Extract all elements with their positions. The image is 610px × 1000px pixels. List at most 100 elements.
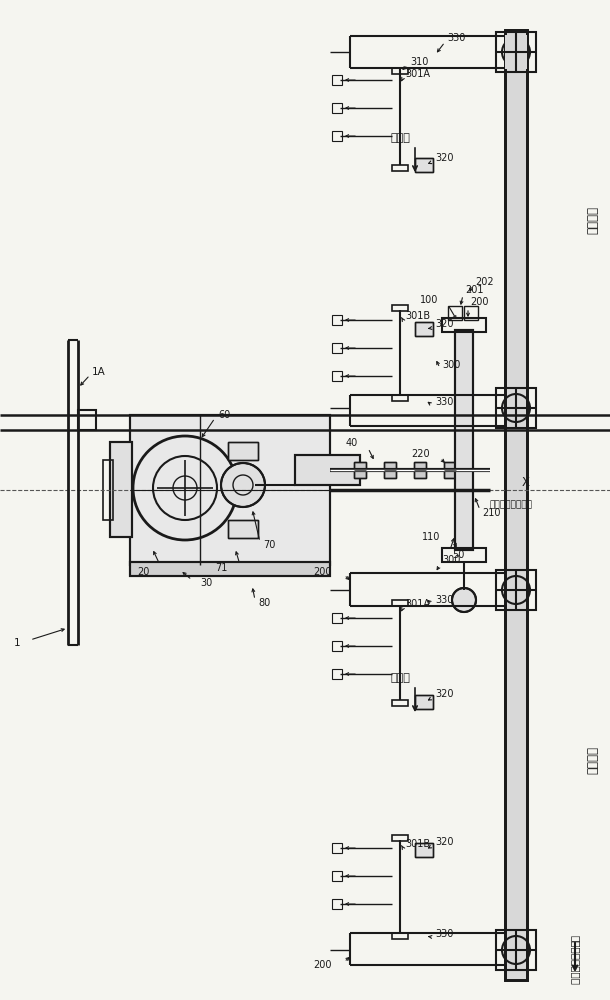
Bar <box>505 35 527 69</box>
Bar <box>442 318 486 332</box>
Text: 330: 330 <box>435 595 453 605</box>
Text: 200: 200 <box>314 960 332 970</box>
Bar <box>130 562 330 576</box>
Bar <box>415 843 433 857</box>
Text: 退避位置: 退避位置 <box>586 746 600 774</box>
Text: 202: 202 <box>475 277 493 287</box>
Bar <box>415 843 433 857</box>
Bar <box>332 131 342 141</box>
Bar <box>444 462 456 478</box>
Bar <box>392 165 408 171</box>
Bar <box>332 669 342 679</box>
Bar <box>103 460 113 520</box>
Bar <box>332 871 342 881</box>
Text: 70: 70 <box>263 540 275 550</box>
Bar <box>295 455 360 485</box>
Bar <box>332 343 342 353</box>
Text: 220: 220 <box>411 449 430 459</box>
Bar <box>130 415 330 565</box>
Bar <box>332 315 342 325</box>
Text: 200: 200 <box>314 567 332 577</box>
Bar <box>110 442 132 537</box>
Bar <box>332 75 342 85</box>
Text: 200: 200 <box>470 297 489 307</box>
Bar <box>442 548 486 562</box>
Bar <box>464 306 478 320</box>
Text: 可滑动: 可滑动 <box>390 673 410 683</box>
Bar <box>415 158 433 172</box>
Bar <box>332 641 342 651</box>
Text: 50: 50 <box>452 550 464 560</box>
Bar <box>415 322 433 336</box>
Bar <box>228 442 258 460</box>
Text: 100: 100 <box>420 295 438 305</box>
Text: 300: 300 <box>442 360 461 370</box>
Bar <box>228 520 258 538</box>
Bar <box>392 68 408 74</box>
Text: 330: 330 <box>435 929 453 939</box>
Bar <box>228 520 258 538</box>
Text: 30: 30 <box>200 578 212 588</box>
Bar <box>414 462 426 478</box>
Bar <box>496 570 536 610</box>
Bar <box>332 371 342 381</box>
Bar <box>332 843 342 853</box>
Bar <box>392 700 408 706</box>
Bar <box>110 442 132 537</box>
Text: 71: 71 <box>215 563 228 573</box>
Bar <box>392 835 408 841</box>
Bar <box>392 395 408 401</box>
Bar <box>496 32 536 72</box>
Text: 退避位置: 退避位置 <box>586 206 600 234</box>
Text: 300: 300 <box>442 555 461 565</box>
Bar <box>332 613 342 623</box>
Text: 40: 40 <box>346 438 358 448</box>
Text: 可滑动: 可滑动 <box>390 133 410 143</box>
Text: 301A: 301A <box>405 69 430 79</box>
Bar <box>392 600 408 606</box>
Text: X: X <box>522 477 530 489</box>
Text: 20: 20 <box>138 567 150 577</box>
Text: 301B: 301B <box>405 839 430 849</box>
Text: 201: 201 <box>465 285 484 295</box>
Text: 301A: 301A <box>405 599 430 609</box>
Text: 301B: 301B <box>405 311 430 321</box>
Bar <box>228 442 258 460</box>
Bar <box>448 306 462 320</box>
Text: 80: 80 <box>258 598 270 608</box>
Text: 210: 210 <box>482 508 500 518</box>
Bar <box>505 30 527 980</box>
Text: 1: 1 <box>14 638 21 648</box>
Text: 320: 320 <box>435 319 453 329</box>
Bar <box>384 462 396 478</box>
Text: 1A: 1A <box>92 367 106 377</box>
Bar <box>455 330 473 550</box>
Bar <box>130 562 330 576</box>
Bar <box>496 388 536 428</box>
Bar <box>496 930 536 970</box>
Bar <box>332 103 342 113</box>
Text: （工具更换位置）: （工具更换位置） <box>490 500 533 510</box>
Text: 330: 330 <box>435 397 453 407</box>
Circle shape <box>221 463 265 507</box>
Bar <box>130 415 330 565</box>
Text: 工件输送宽度方向: 工件输送宽度方向 <box>570 935 580 985</box>
Text: 330: 330 <box>447 33 465 43</box>
Bar <box>295 455 360 485</box>
Text: 320: 320 <box>435 689 453 699</box>
Text: 60: 60 <box>218 410 230 420</box>
Circle shape <box>452 588 476 612</box>
Bar <box>384 462 396 478</box>
Bar <box>354 462 366 478</box>
Bar <box>414 462 426 478</box>
Bar <box>455 330 473 550</box>
Bar <box>354 462 366 478</box>
Bar <box>415 695 433 709</box>
Bar <box>332 899 342 909</box>
Bar <box>392 933 408 939</box>
Bar <box>392 305 408 311</box>
Bar <box>444 462 456 478</box>
Text: 320: 320 <box>435 837 453 847</box>
Text: 320: 320 <box>435 153 453 163</box>
Text: 110: 110 <box>422 532 440 542</box>
